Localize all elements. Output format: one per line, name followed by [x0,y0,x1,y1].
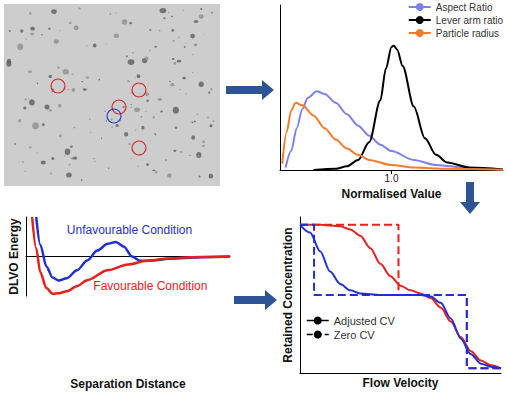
svg-text:DLVO Energy: DLVO Energy [7,218,21,295]
svg-text:Unfavourable Condition: Unfavourable Condition [67,223,192,237]
svg-text:Aspect Ratio: Aspect Ratio [436,2,493,13]
svg-text:Particle radius: Particle radius [436,28,499,39]
svg-text:Flow Velocity: Flow Velocity [362,376,438,390]
svg-text:Separation Distance: Separation Distance [70,377,186,391]
svg-text:Retained Concentration: Retained Concentration [281,227,295,362]
svg-text:Normalised Value: Normalised Value [341,187,441,201]
svg-text:Favourable Condition: Favourable Condition [93,279,207,293]
svg-text:Zero CV: Zero CV [334,329,376,341]
svg-text:Adjusted CV: Adjusted CV [334,315,396,327]
svg-text:Lever arm ratio: Lever arm ratio [436,15,504,26]
svg-text:1.0: 1.0 [385,173,399,184]
